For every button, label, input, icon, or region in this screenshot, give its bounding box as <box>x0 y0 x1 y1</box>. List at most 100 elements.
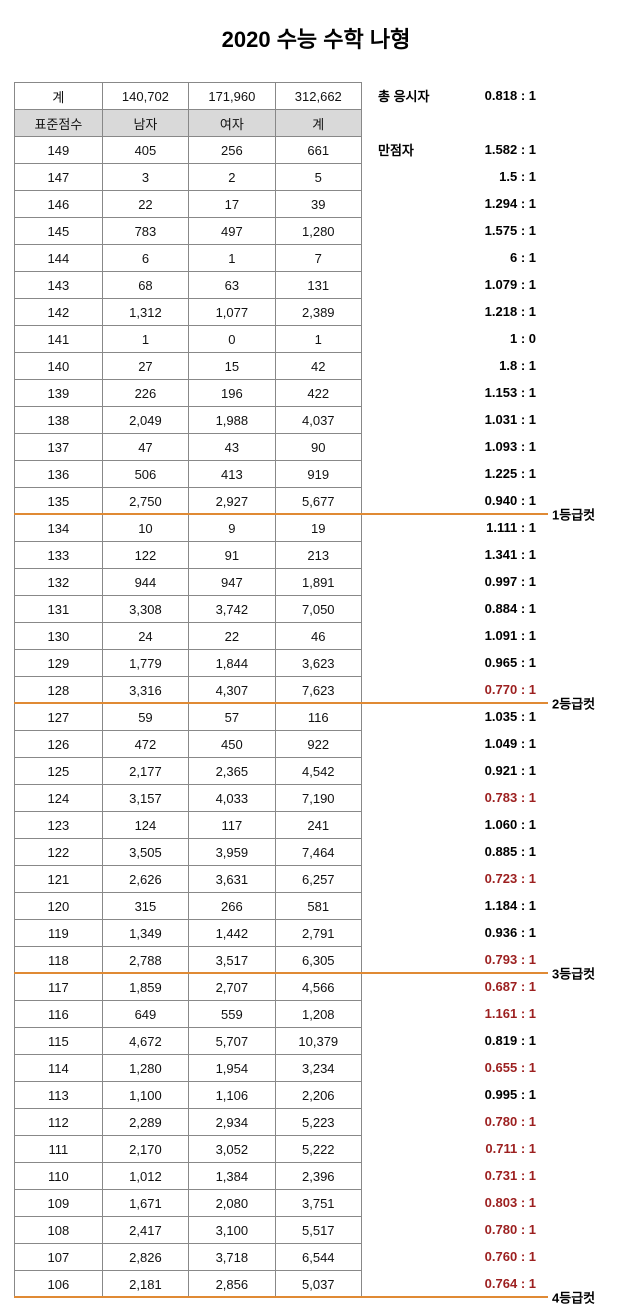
table-row: 1382,0491,9884,037 <box>15 407 362 434</box>
ratio-value: 0.965 : 1 <box>434 655 538 670</box>
table-cell: 1 <box>102 326 188 353</box>
table-cell: 2,791 <box>275 920 361 947</box>
table-cell: 124 <box>15 785 103 812</box>
ratio-row: 0.780 : 1 <box>378 1108 538 1135</box>
table-cell: 3,742 <box>189 596 275 623</box>
table-cell: 947 <box>189 569 275 596</box>
table-cell: 944 <box>102 569 188 596</box>
table-row: 144617 <box>15 245 362 272</box>
table-cell: 142 <box>15 299 103 326</box>
table-cell: 1,280 <box>102 1055 188 1082</box>
table-cell: 15 <box>189 353 275 380</box>
ratio-value: 0.760 : 1 <box>434 1249 538 1264</box>
ratio-value: 0.885 : 1 <box>434 844 538 859</box>
ratio-value: 1.161 : 1 <box>434 1006 538 1021</box>
table-summary-row: 계140,702171,960312,662 <box>15 83 362 110</box>
table-cell: 919 <box>275 461 361 488</box>
table-cell: 2,788 <box>102 947 188 974</box>
table-cell: 5,517 <box>275 1217 361 1244</box>
table-header-cell: 표준점수 <box>15 110 103 137</box>
table-row: 137474390 <box>15 434 362 461</box>
ratio-row: 1.218 : 1 <box>378 298 538 325</box>
ratio-value: 1.093 : 1 <box>434 439 538 454</box>
table-cell: 2,927 <box>189 488 275 515</box>
ratio-value: 1.184 : 1 <box>434 898 538 913</box>
table-row: 123124117241 <box>15 812 362 839</box>
table-row: 130242246 <box>15 623 362 650</box>
ratio-row: 0.655 : 1 <box>378 1054 538 1081</box>
table-cell: 1,442 <box>189 920 275 947</box>
table-cell: 2,856 <box>189 1271 275 1298</box>
table-cell: 47 <box>102 434 188 461</box>
ratio-row: 0.793 : 1 <box>378 946 538 973</box>
table-row: 1457834971,280 <box>15 218 362 245</box>
ratio-row: 1.093 : 1 <box>378 433 538 460</box>
ratio-row-total: 총 응시자0.818 : 1 <box>378 82 538 109</box>
score-table: 계140,702171,960312,662표준점수남자여자계149405256… <box>14 82 362 1298</box>
table-cell: 116 <box>275 704 361 731</box>
table-cell: 143 <box>15 272 103 299</box>
table-row: 13410919 <box>15 515 362 542</box>
table-header-cell: 계 <box>275 110 361 137</box>
table-cell: 111 <box>15 1136 103 1163</box>
table-cell: 1,312 <box>102 299 188 326</box>
ratio-row: 1.8 : 1 <box>378 352 538 379</box>
ratio-value: 1.031 : 1 <box>434 412 538 427</box>
side-label-total: 총 응시자 <box>378 86 434 105</box>
table-cell: 1,671 <box>102 1190 188 1217</box>
table-row: 1112,1703,0525,222 <box>15 1136 362 1163</box>
table-cell: 1,859 <box>102 974 188 1001</box>
ratio-row: 0.965 : 1 <box>378 649 538 676</box>
table-cell: 2,826 <box>102 1244 188 1271</box>
table-cell: 171,960 <box>189 83 275 110</box>
table-cell: 6,544 <box>275 1244 361 1271</box>
ratio-row-blank <box>378 109 538 136</box>
table-cell: 121 <box>15 866 103 893</box>
ratio-row: 0.711 : 1 <box>378 1135 538 1162</box>
table-cell: 783 <box>102 218 188 245</box>
table-cell: 506 <box>102 461 188 488</box>
table-cell: 113 <box>15 1082 103 1109</box>
table-cell: 117 <box>15 974 103 1001</box>
table-cell: 497 <box>189 218 275 245</box>
ratio-value: 0.783 : 1 <box>434 790 538 805</box>
ratio-row: 0.731 : 1 <box>378 1162 538 1189</box>
table-row: 1291,7791,8443,623 <box>15 650 362 677</box>
table-cell: 2,750 <box>102 488 188 515</box>
table-row: 1141,2801,9543,234 <box>15 1055 362 1082</box>
ratio-row: 0.819 : 1 <box>378 1027 538 1054</box>
table-cell: 2,626 <box>102 866 188 893</box>
ratio-row: 1.079 : 1 <box>378 271 538 298</box>
table-cell: 115 <box>15 1028 103 1055</box>
table-cell: 17 <box>189 191 275 218</box>
table-cell: 108 <box>15 1217 103 1244</box>
table-row: 1212,6263,6316,257 <box>15 866 362 893</box>
table-cell: 4,307 <box>189 677 275 704</box>
table-row: 1182,7883,5176,305 <box>15 947 362 974</box>
ratio-row: 0.687 : 1 <box>378 973 538 1000</box>
ratio-value: 0.723 : 1 <box>434 871 538 886</box>
table-cell: 472 <box>102 731 188 758</box>
table-row: 1082,4173,1005,517 <box>15 1217 362 1244</box>
table-cell: 3,052 <box>189 1136 275 1163</box>
table-cell: 5,223 <box>275 1109 361 1136</box>
ratio-value: 0.770 : 1 <box>434 682 538 697</box>
ratio-row: 0.921 : 1 <box>378 757 538 784</box>
grade-cut-line <box>14 972 548 974</box>
grade-cut-line <box>14 1296 548 1298</box>
ratio-row: 1.184 : 1 <box>378 892 538 919</box>
table-cell: 22 <box>189 623 275 650</box>
table-row: 139226196422 <box>15 380 362 407</box>
table-cell: 133 <box>15 542 103 569</box>
table-cell: 140,702 <box>102 83 188 110</box>
table-row: 1275957116 <box>15 704 362 731</box>
table-cell: 3,100 <box>189 1217 275 1244</box>
ratio-value: 1.035 : 1 <box>434 709 538 724</box>
table-row: 1154,6725,70710,379 <box>15 1028 362 1055</box>
table-cell: 46 <box>275 623 361 650</box>
table-cell: 2,365 <box>189 758 275 785</box>
table-cell: 4,542 <box>275 758 361 785</box>
table-cell: 3,505 <box>102 839 188 866</box>
table-cell: 1,280 <box>275 218 361 245</box>
table-cell: 10,379 <box>275 1028 361 1055</box>
